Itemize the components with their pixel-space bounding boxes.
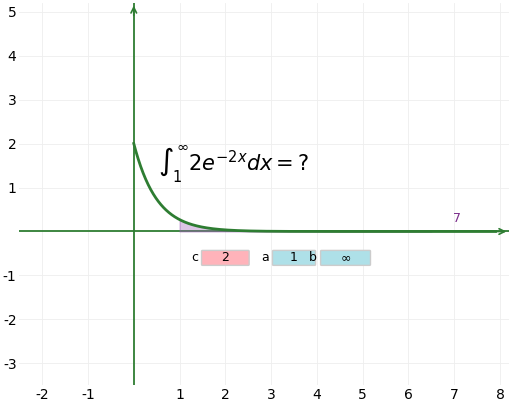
FancyBboxPatch shape [272,250,315,265]
Text: ∞: ∞ [340,252,351,264]
Text: a: a [261,252,269,264]
FancyBboxPatch shape [202,250,249,265]
FancyBboxPatch shape [321,250,371,265]
Text: 2: 2 [221,252,229,264]
Text: b: b [309,252,317,264]
Text: c: c [191,252,198,264]
Text: $\int_{1}^{\infty} 2e^{-2x}dx = ?$: $\int_{1}^{\infty} 2e^{-2x}dx = ?$ [158,144,309,185]
Text: 7: 7 [453,212,461,225]
Text: 1: 1 [290,252,298,264]
